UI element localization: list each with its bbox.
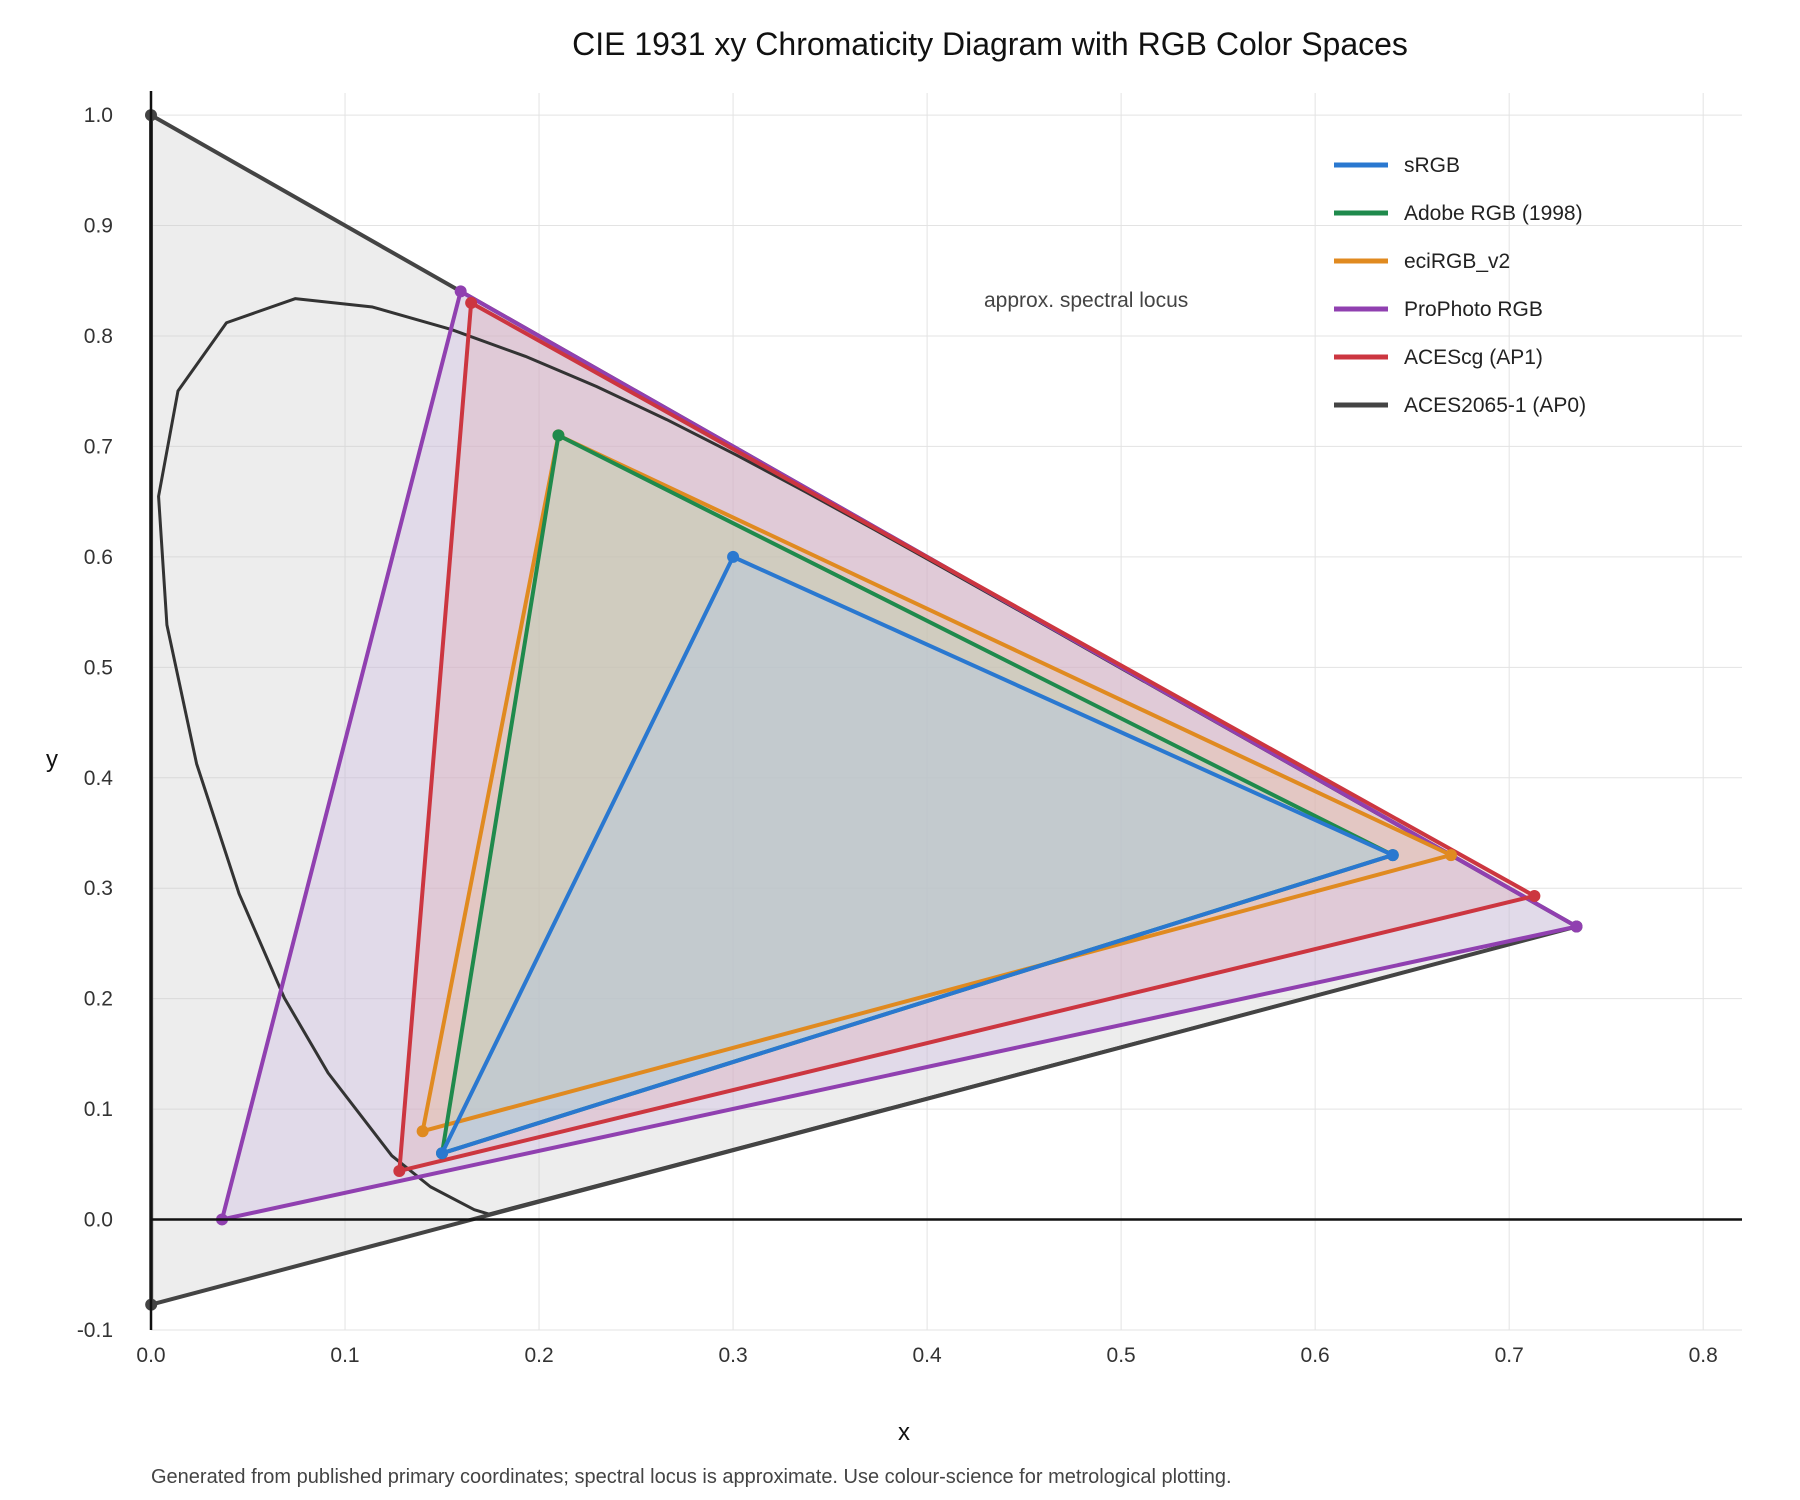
legend-label: Adobe RGB (1998) bbox=[1404, 202, 1583, 225]
x-tick-label: 0.6 bbox=[1301, 1344, 1330, 1367]
y-axis-label: y bbox=[46, 746, 58, 773]
gamut-fill-acescg-ap1 bbox=[399, 302, 1535, 1171]
legend-label: sRGB bbox=[1404, 154, 1460, 177]
legend-label: eciRGB_v2 bbox=[1404, 250, 1510, 273]
legend-label: ACES2065-1 (AP0) bbox=[1404, 394, 1586, 417]
legend-item-ecirgb-v2: eciRGB_v2 bbox=[1334, 250, 1510, 273]
primary-point-acescg-ap1 bbox=[393, 1164, 406, 1177]
y-tick-label: 0.0 bbox=[84, 1209, 113, 1232]
series-acescg-ap1 bbox=[393, 296, 1541, 1177]
legend-label: ACEScg (AP1) bbox=[1404, 346, 1543, 369]
gamut-outline-ecirgb-v2 bbox=[420, 433, 1453, 1134]
x-tick-label: 0.3 bbox=[718, 1344, 747, 1367]
y-tick-label: 0.9 bbox=[84, 215, 113, 238]
y-tick-label: 0.2 bbox=[84, 988, 113, 1011]
primary-point-prophoto-rgb bbox=[454, 285, 467, 298]
primary-point-srgb bbox=[727, 550, 740, 563]
spectral-locus-annotation: approx. spectral locus bbox=[984, 289, 1188, 312]
primary-point-adobe-rgb-1998 bbox=[552, 429, 565, 442]
x-axis-label: x bbox=[898, 1419, 910, 1446]
legend-label: ProPhoto RGB bbox=[1404, 298, 1543, 321]
x-tick-label: 0.1 bbox=[330, 1344, 359, 1367]
gamut-outline-srgb bbox=[440, 554, 1395, 1156]
gamut-fill-prophoto-rgb bbox=[222, 291, 1577, 1220]
x-tick-label: 0.0 bbox=[136, 1344, 165, 1367]
y-tick-label: 0.7 bbox=[84, 435, 113, 458]
primary-point-acescg-ap1 bbox=[465, 296, 478, 309]
primary-point-srgb bbox=[1386, 849, 1399, 862]
x-tick-label: 0.4 bbox=[912, 1344, 942, 1367]
y-tick-label: 0.8 bbox=[84, 325, 113, 348]
gamut-fill-ecirgb-v2 bbox=[422, 435, 1451, 1132]
tick-labels: 0.0 0.1 0.2 0.3 0.4 0.5 0.6 0.7 0.8 -0.1 0.0 0.1 0.2… bbox=[77, 104, 1718, 1367]
series-srgb bbox=[436, 550, 1399, 1160]
legend: sRGB Adobe RGB (1998) eciRGB_v2 ProPhoto RG… bbox=[1334, 154, 1586, 417]
gamut-fill-adobe-rgb-1998 bbox=[442, 435, 1393, 1154]
legend-item-srgb: sRGB bbox=[1334, 154, 1460, 177]
gamut-outline-acescg-ap1 bbox=[397, 300, 1537, 1173]
gamut-fills bbox=[151, 115, 1577, 1305]
x-tick-label: 0.7 bbox=[1495, 1344, 1524, 1367]
y-tick-label: 1.0 bbox=[84, 104, 113, 127]
y-tick-label: 0.1 bbox=[84, 1098, 113, 1121]
legend-item-acescg-ap1: ACEScg (AP1) bbox=[1334, 346, 1543, 369]
y-tick-label: 0.6 bbox=[84, 546, 113, 569]
gamut-fill-aces2065-1-ap0 bbox=[151, 115, 1577, 1305]
axes bbox=[149, 91, 1742, 1330]
y-tick-label: 0.3 bbox=[84, 877, 113, 900]
primary-point-prophoto-rgb bbox=[1570, 920, 1583, 933]
legend-item-adobe-rgb-1998: Adobe RGB (1998) bbox=[1334, 202, 1583, 225]
chart-title: CIE 1931 xy Chromaticity Diagram with RG… bbox=[572, 26, 1408, 62]
x-tick-label: 0.8 bbox=[1689, 1344, 1718, 1367]
y-tick-label: -0.1 bbox=[77, 1319, 113, 1342]
y-tick-label: 0.5 bbox=[84, 656, 113, 679]
y-tick-label: 0.4 bbox=[84, 767, 114, 790]
x-tick-label: 0.2 bbox=[524, 1344, 553, 1367]
legend-item-aces2065-1-ap0: ACES2065-1 (AP0) bbox=[1334, 394, 1586, 417]
gamut-fill-srgb bbox=[442, 556, 1393, 1154]
primary-point-srgb bbox=[436, 1147, 449, 1160]
primary-point-ecirgb-v2 bbox=[416, 1125, 429, 1138]
primary-point-ecirgb-v2 bbox=[1444, 849, 1457, 862]
footnote: Generated from published primary coordin… bbox=[151, 1466, 1232, 1488]
primary-point-acescg-ap1 bbox=[1528, 889, 1541, 902]
x-tick-label: 0.5 bbox=[1107, 1344, 1136, 1367]
legend-item-prophoto-rgb: ProPhoto RGB bbox=[1334, 298, 1543, 321]
